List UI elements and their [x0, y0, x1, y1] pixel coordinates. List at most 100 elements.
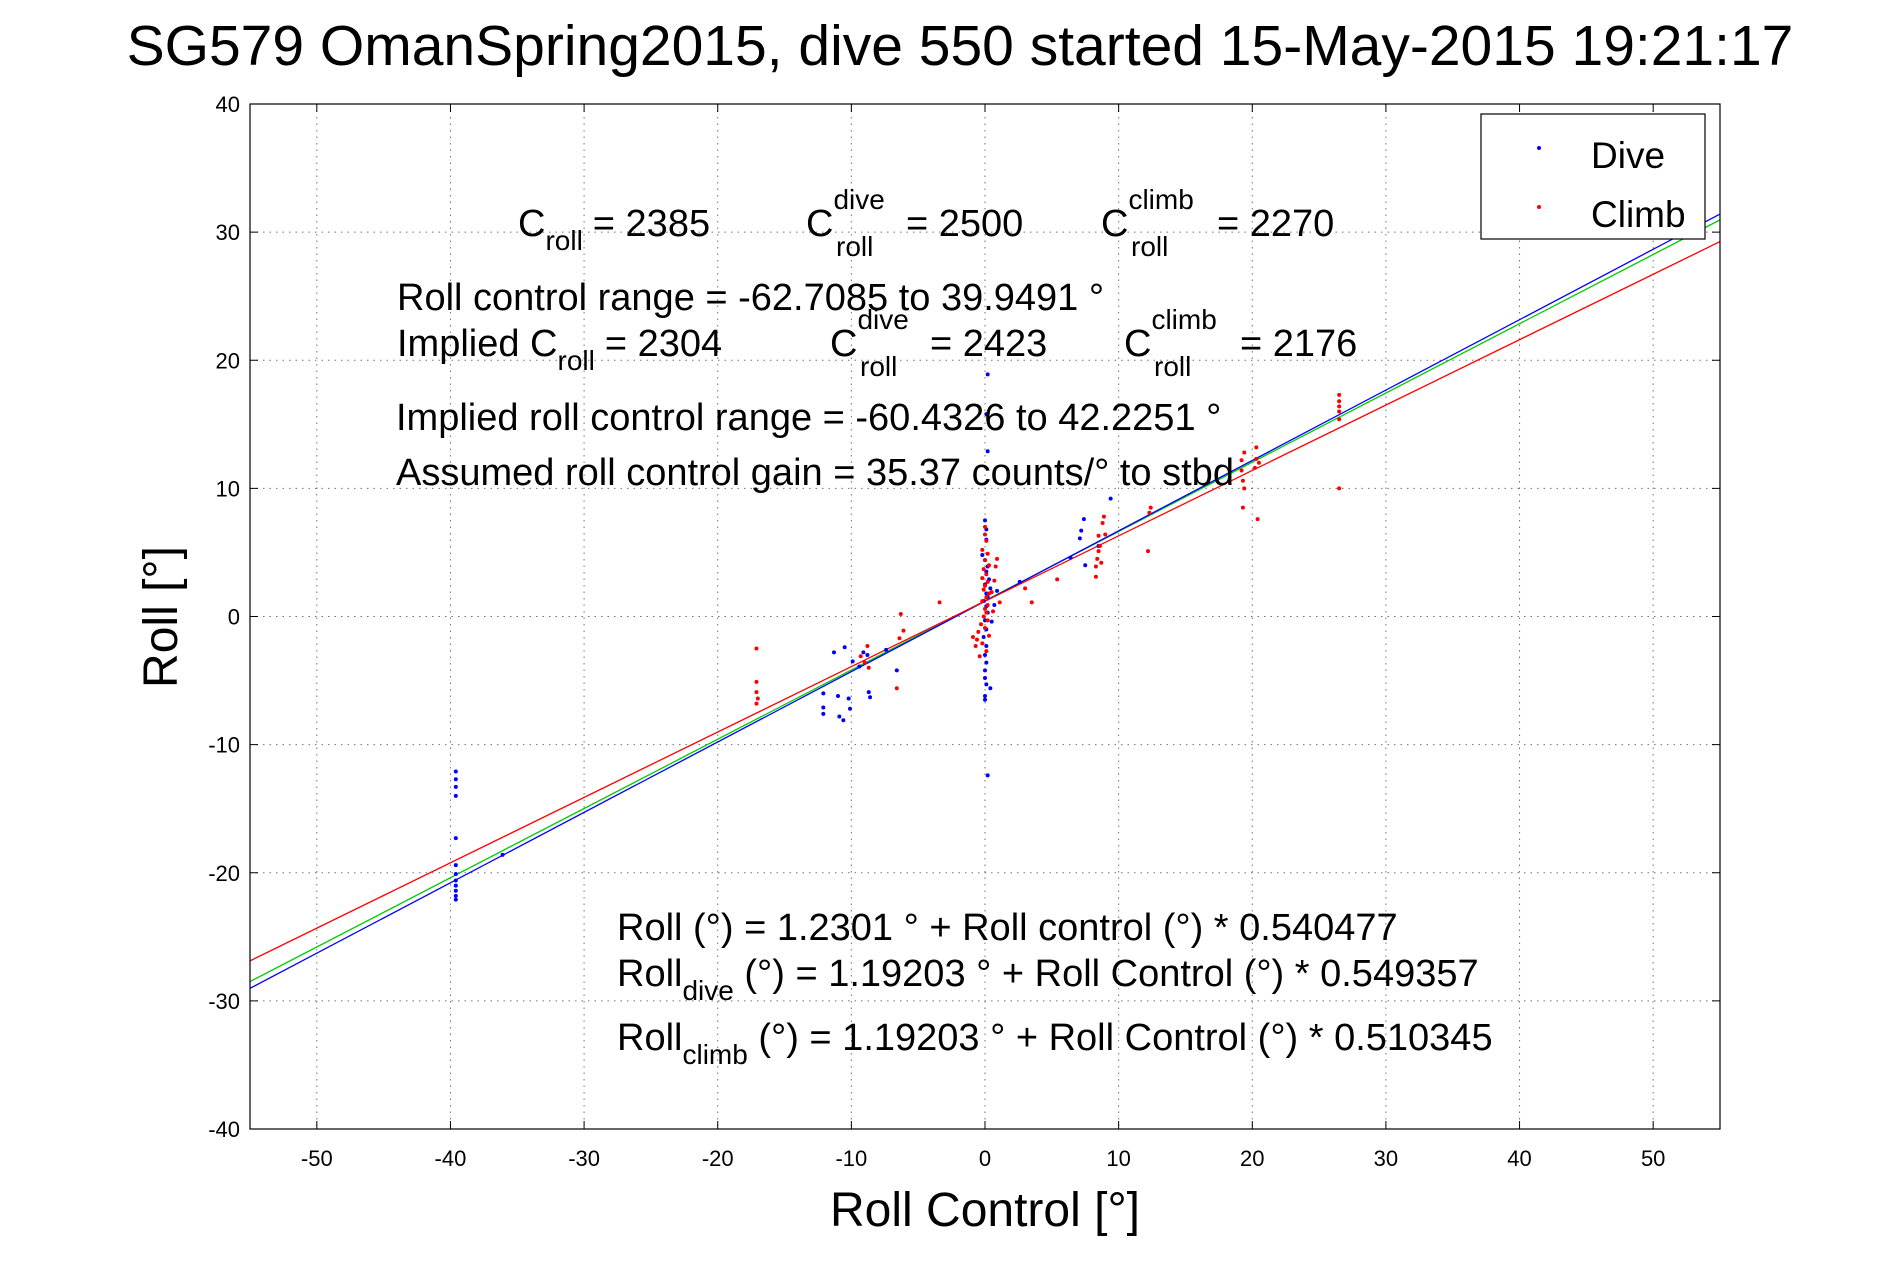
- climb-point: [1254, 445, 1259, 450]
- climb-point: [1337, 392, 1342, 397]
- climb-point: [980, 547, 985, 552]
- climb-point: [985, 579, 990, 584]
- legend-marker-climb: [1537, 205, 1541, 209]
- climb-point: [754, 701, 759, 706]
- climb-point: [984, 595, 989, 600]
- implied-c-roll-dive: Cdive roll= 2423: [830, 304, 1047, 382]
- climb-point: [937, 600, 942, 605]
- climb-point: [1023, 586, 1028, 591]
- dive-point: [821, 711, 826, 716]
- dive-point: [989, 619, 994, 624]
- dive-point: [992, 602, 997, 607]
- climb-point: [1148, 505, 1153, 510]
- climb-point: [981, 614, 986, 619]
- dive-point: [453, 888, 458, 893]
- dive-point: [1068, 555, 1073, 560]
- dive-point: [821, 691, 826, 696]
- c-roll-annotation: Croll = 2385: [518, 203, 710, 256]
- climb-point: [1055, 577, 1060, 582]
- dive-point: [984, 643, 989, 648]
- y-tick-label: -10: [208, 733, 240, 758]
- dive-point: [983, 518, 987, 523]
- y-tick-label: 20: [216, 348, 240, 373]
- dive-point: [1017, 579, 1022, 584]
- dive-point: [988, 686, 993, 691]
- legend-label-dive: Dive: [1591, 135, 1665, 176]
- climb-point: [1252, 465, 1257, 470]
- roll-control-range: Roll control range = -62.7085 to 39.9491…: [397, 277, 1104, 319]
- dive-point: [453, 863, 458, 868]
- climb-point: [1337, 404, 1342, 409]
- dive-point: [984, 682, 989, 687]
- dive-point: [453, 878, 458, 883]
- dive-point: [983, 668, 987, 673]
- dive-point: [980, 553, 985, 557]
- dive-point: [985, 773, 990, 778]
- dive-point: [453, 883, 458, 888]
- climb-point: [977, 654, 982, 659]
- climb-point: [754, 679, 759, 684]
- dive-point: [857, 664, 862, 669]
- y-tick-label: -20: [208, 861, 240, 886]
- dive-point: [453, 777, 458, 782]
- climb-point: [1093, 564, 1098, 569]
- y-tick-label: 30: [216, 220, 240, 245]
- climb-point: [1239, 458, 1244, 463]
- climb-point: [981, 587, 986, 592]
- x-tick-label: -10: [835, 1146, 867, 1171]
- climb-point: [991, 609, 996, 614]
- x-tick-label: 10: [1106, 1146, 1130, 1171]
- dive-point: [1081, 517, 1086, 522]
- dive-point: [995, 588, 1000, 593]
- dive-point: [821, 705, 826, 710]
- dive-point: [983, 697, 987, 702]
- climb-series: [754, 392, 1342, 706]
- climb-point: [1029, 600, 1034, 605]
- climb-point: [970, 635, 975, 639]
- dive-point: [1108, 496, 1113, 501]
- x-tick-label: -50: [301, 1146, 333, 1171]
- x-tick-labels: -50 -40 -30 -20 -10 0 10 20 30 40 50: [301, 1146, 1666, 1171]
- dive-point: [453, 769, 458, 774]
- dive-point: [894, 668, 899, 673]
- dive-point: [866, 690, 871, 695]
- climb-point: [1242, 450, 1247, 455]
- climb-point: [985, 618, 990, 623]
- y-tick-label: -30: [208, 989, 240, 1014]
- climb-point: [1240, 505, 1245, 510]
- climb-point: [1337, 409, 1342, 414]
- climb-point: [1101, 514, 1106, 519]
- climb-point: [898, 611, 903, 616]
- plot-frame: [249, 103, 1721, 1130]
- climb-point: [980, 599, 985, 604]
- climb-point: [993, 564, 998, 569]
- climb-point: [1255, 517, 1260, 522]
- climb-point: [1097, 544, 1102, 549]
- climb-point: [1146, 549, 1151, 554]
- climb-point: [1096, 549, 1101, 554]
- climb-point: [866, 665, 871, 670]
- dive-point: [453, 897, 458, 902]
- legend-label-climb: Climb: [1591, 194, 1686, 235]
- climb-point: [1095, 556, 1100, 561]
- dive-point: [1079, 528, 1084, 533]
- y-axis-label: Roll [°]: [135, 546, 188, 688]
- assumed-roll-control-gain: Assumed roll control gain = 35.37 counts…: [396, 452, 1234, 494]
- annotations: Croll = 2385 Cdive roll= 2500 Cclimb roll= …: [396, 184, 1493, 1070]
- climb-point: [1147, 510, 1152, 515]
- dive-point: [453, 872, 458, 877]
- climb-point: [1099, 560, 1104, 565]
- climb-point: [1256, 460, 1261, 465]
- climb-point: [1103, 532, 1108, 537]
- climb-point: [983, 558, 987, 563]
- x-tick-label: 0: [979, 1146, 991, 1171]
- x-tick-label: 40: [1507, 1146, 1531, 1171]
- dive-point: [837, 714, 842, 719]
- climb-point: [984, 538, 989, 543]
- x-tick-label: 50: [1641, 1146, 1665, 1171]
- dive-point: [983, 676, 987, 680]
- climb-point: [973, 643, 978, 648]
- climb-point: [981, 567, 986, 572]
- dive-point: [453, 793, 458, 798]
